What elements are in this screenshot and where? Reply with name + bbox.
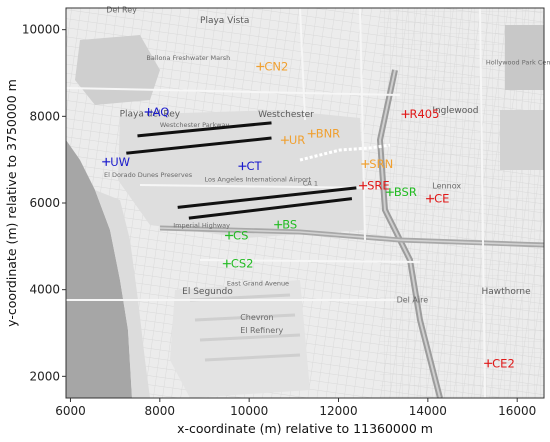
site-marker-plus-icon: [102, 157, 111, 166]
y-axis-label: y-coordinate (m) relative to 3750000 m: [4, 79, 19, 327]
place-label: Hollywood Park Cemetery: [486, 58, 550, 66]
place-label: Del Rey: [106, 5, 137, 14]
site-label: CE: [434, 192, 449, 206]
site-label: CE2: [492, 356, 515, 370]
runway-line: [188, 197, 353, 220]
place-label: Westchester: [258, 110, 314, 120]
site-sre: SRE: [359, 179, 390, 193]
y-tick-label: 4000: [29, 283, 60, 297]
site-marker-plus-icon: [274, 220, 283, 229]
place-label: Ballona Freshwater Marsh: [146, 54, 230, 62]
site-bs: BS: [274, 218, 297, 232]
site-cs: CS: [225, 229, 248, 243]
place-label: CA 1: [303, 180, 318, 188]
site-label: SRN: [369, 157, 393, 171]
place-label: Del Aire: [397, 296, 429, 305]
x-ticks: 6000 8000 10000 12000 14000 16000: [55, 398, 536, 418]
site-ur: UR: [280, 133, 305, 147]
site-aq: AQ: [144, 105, 170, 119]
site-ct: CT: [238, 159, 262, 173]
ballona-marsh: [75, 35, 160, 105]
ocean: [66, 140, 132, 398]
site-r405: R405: [401, 107, 440, 121]
x-tick-label: 14000: [409, 404, 447, 418]
road-lines: [66, 8, 486, 398]
place-label: El Refinery: [240, 326, 283, 335]
place-label: Lennox: [432, 182, 461, 191]
y-ticks: 2000 4000 6000 8000 10000: [22, 23, 66, 383]
site-ce2: CE2: [484, 356, 515, 370]
cemetery-area: [500, 110, 544, 170]
place-label: Playa del Rey: [120, 109, 181, 119]
site-marker-plus-icon: [361, 160, 370, 168]
x-tick-label: 16000: [498, 404, 536, 418]
y-tick-label: 6000: [29, 196, 60, 210]
site-label: BSR: [394, 185, 417, 199]
site-marker-plus-icon: [359, 181, 368, 190]
site-marker-plus-icon: [238, 162, 247, 171]
site-cn2: CN2: [256, 60, 288, 74]
site-label: CS2: [231, 257, 254, 271]
place-label: El Dorado Dunes Preserves: [104, 171, 193, 179]
x-tick-label: 8000: [145, 404, 176, 418]
site-label: SRE: [367, 179, 390, 193]
site-label: AQ: [153, 105, 170, 119]
site-bsr: BSR: [385, 185, 417, 199]
site-uw: UW: [102, 155, 130, 169]
y-tick-label: 10000: [22, 23, 60, 37]
site-marker-plus-icon: [222, 259, 231, 268]
site-ce: CE: [426, 192, 449, 206]
site-label: UR: [289, 133, 305, 147]
site-marker-plus-icon: [484, 359, 493, 368]
park-area: [505, 25, 544, 90]
site-marker-plus-icon: [401, 110, 410, 119]
runways: [126, 121, 357, 220]
monitoring-sites: AQ UW CT CN2 UR BNR SRN R405 SRE CE CE2 BSR BS CS CS2: [102, 60, 515, 370]
airport-people-mover: [299, 143, 391, 162]
place-label: East Grand Avenue: [227, 279, 289, 287]
place-label: Los Angeles International Airport: [204, 175, 311, 183]
x-tick-label: 10000: [230, 404, 268, 418]
place-label: Hawthorne: [481, 287, 531, 297]
site-label: CT: [246, 159, 262, 173]
place-labels: Playa Vista Del Rey Ballona Freshwater Mar…: [104, 5, 550, 335]
place-label: El Segundo: [182, 287, 233, 297]
site-marker-plus-icon: [144, 108, 153, 116]
site-label: R405: [410, 107, 440, 121]
runway-line: [177, 186, 357, 209]
x-tick-label: 12000: [319, 404, 357, 418]
site-label: CS: [233, 229, 248, 243]
site-label: BNR: [316, 127, 340, 141]
runway-line: [126, 136, 272, 155]
y-tick-label: 2000: [29, 369, 60, 383]
site-label: CN2: [264, 60, 288, 74]
site-marker-plus-icon: [385, 188, 394, 197]
site-marker-plus-icon: [307, 129, 316, 138]
site-label: UW: [110, 155, 130, 169]
place-label: Imperial Highway: [173, 222, 230, 230]
site-marker-plus-icon: [256, 62, 265, 71]
place-label: Westchester Parkway: [160, 121, 230, 129]
site-marker-plus-icon: [280, 136, 289, 145]
y-tick-label: 8000: [29, 109, 60, 123]
place-label: Playa Vista: [200, 16, 249, 26]
site-label: BS: [282, 218, 297, 232]
site-cs2: CS2: [222, 257, 254, 271]
x-tick-label: 6000: [55, 404, 86, 418]
place-label: Chevron: [240, 313, 273, 322]
site-marker-plus-icon: [225, 231, 234, 240]
site-bnr: BNR: [307, 127, 340, 141]
site-marker-plus-icon: [426, 194, 435, 203]
runway-line: [137, 121, 272, 138]
site-srn: SRN: [361, 157, 393, 171]
place-label: Inglewood: [432, 106, 478, 116]
x-axis-label: x-coordinate (m) relative to 11360000 m: [177, 421, 433, 436]
